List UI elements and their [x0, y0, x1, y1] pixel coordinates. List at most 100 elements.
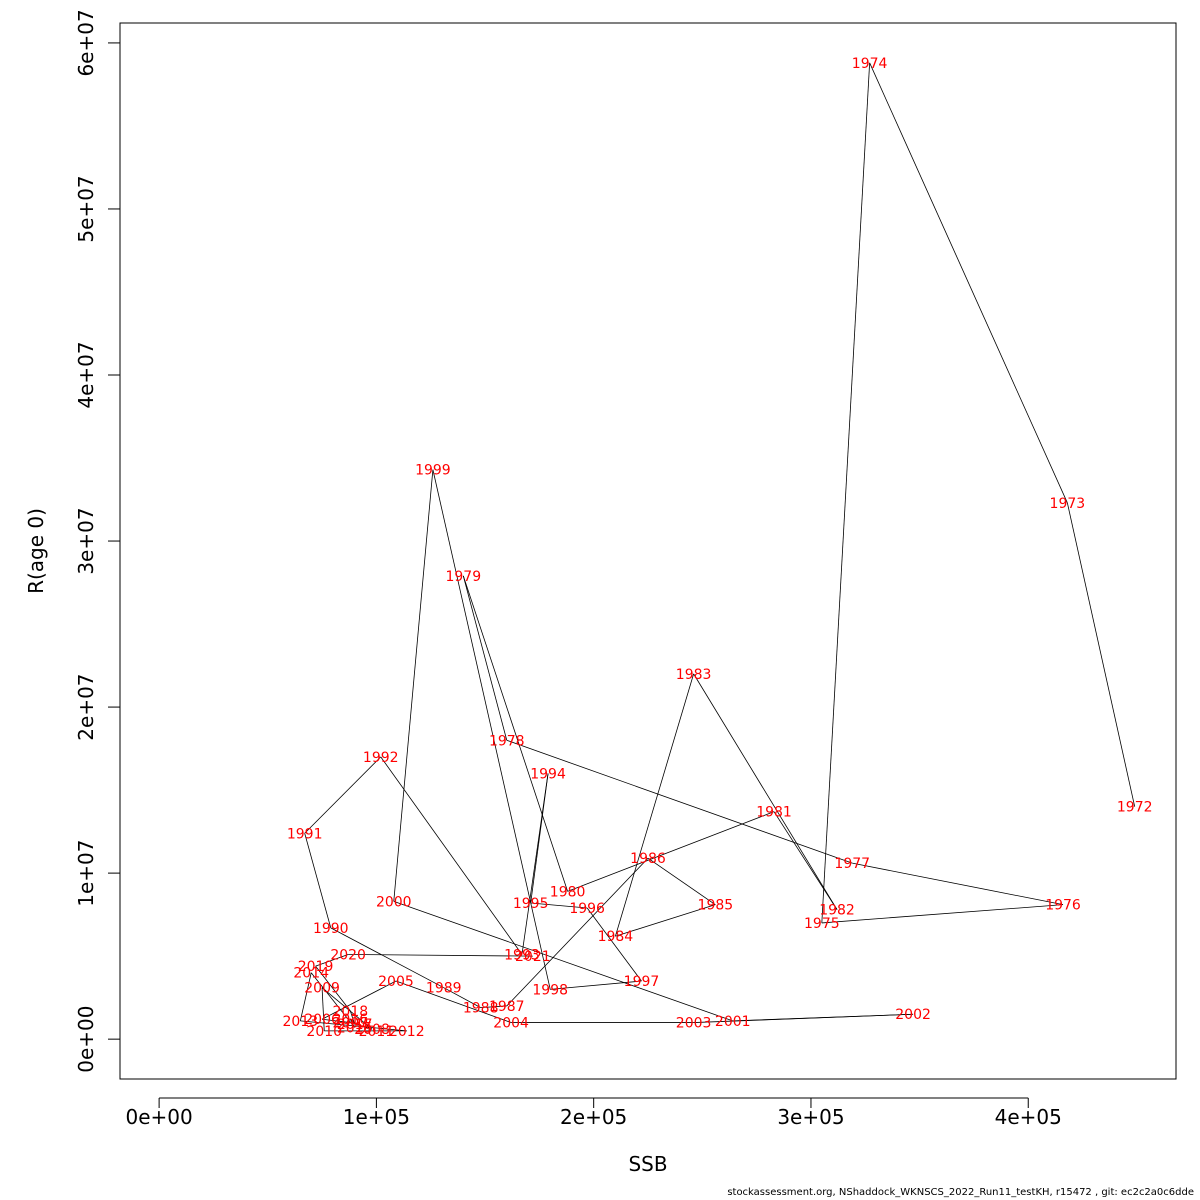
year-label: 2014 [293, 966, 329, 982]
year-label: 1994 [530, 766, 566, 782]
year-label: 1982 [819, 903, 855, 919]
y-tick-label: 1e+07 [74, 839, 98, 906]
year-label: 1979 [445, 569, 481, 585]
year-label: 1988 [463, 1001, 499, 1017]
year-label: 2017 [337, 1017, 373, 1033]
trajectory-segment [821, 62, 871, 923]
year-label: 1981 [756, 805, 792, 821]
year-label: 1972 [1117, 800, 1153, 816]
year-label: 1975 [804, 916, 840, 932]
trajectory-segment [349, 1010, 356, 1025]
x-tick-label: 2e+05 [560, 1105, 627, 1129]
year-label: 2009 [304, 981, 340, 997]
y-axis: 0e+00 1e+07 2e+07 3e+07 4e+07 5e+07 6e+07 [74, 9, 121, 1073]
trajectory-segment [615, 904, 716, 937]
year-label: 2012 [389, 1024, 425, 1040]
year-label: 1997 [624, 974, 660, 990]
year-label: 2018 [333, 1004, 369, 1020]
trajectory-segment [321, 987, 373, 1030]
year-label: 1995 [513, 896, 549, 912]
year-label: 2008 [354, 1022, 390, 1038]
year-labels: 1972 1973 1974 1975 1976 1977 1978 1979 1980 1981… [283, 56, 1153, 1040]
y-tick-label: 4e+07 [74, 341, 98, 408]
trajectory-segment [852, 862, 1064, 906]
y-tick-label: 0e+00 [74, 1006, 98, 1073]
year-label: 1985 [698, 898, 734, 914]
trajectory-segment [530, 902, 588, 909]
trajectory-segment [395, 980, 512, 1023]
y-tick-label: 3e+07 [74, 507, 98, 574]
year-label: 1977 [834, 856, 870, 872]
year-label: 1976 [1045, 898, 1081, 914]
x-tick-label: 4e+05 [995, 1105, 1062, 1129]
trajectory-segment [693, 1013, 914, 1023]
x-axis: 0e+00 1e+05 2e+05 3e+05 4e+05 [125, 1097, 1062, 1129]
year-label: 2006 [304, 1012, 340, 1028]
trajectory-segment [462, 575, 508, 741]
trajectory-segment [586, 907, 642, 982]
trajectory-segment [321, 987, 325, 1031]
trajectory-segment [693, 673, 838, 910]
x-tick-label: 1e+05 [343, 1105, 410, 1129]
trajectory-segment [321, 980, 397, 1020]
trajectory-segment [1066, 502, 1136, 807]
trajectory-segment [480, 1005, 507, 1009]
year-label: 1991 [287, 826, 323, 842]
trajectory-segment [462, 575, 568, 892]
trajectory-segment [322, 1018, 351, 1023]
trajectory-segment [506, 739, 853, 864]
year-label: 1992 [363, 750, 399, 766]
year-label: 2001 [715, 1014, 751, 1030]
year-label: 2005 [378, 974, 414, 990]
trajectory-segment [432, 469, 551, 990]
year-label: 2016 [333, 1012, 369, 1028]
trajectory-segment [380, 756, 523, 955]
year-label: 1999 [415, 463, 451, 479]
year-label: 2015 [337, 1021, 373, 1037]
y-tick-label: 6e+07 [74, 9, 98, 76]
trajectory-segment [647, 857, 716, 905]
trajectory-segment [330, 927, 444, 989]
year-label: 1986 [630, 851, 666, 867]
year-label: 2020 [330, 947, 366, 963]
year-label: 1973 [1050, 496, 1086, 512]
year-label: 1990 [313, 921, 349, 937]
trajectory-segment [299, 972, 312, 1021]
trajectory-lines [299, 62, 1136, 1032]
trajectory-segment [393, 469, 434, 902]
year-label: 1980 [550, 884, 586, 900]
trajectory-segment [869, 62, 1068, 504]
year-label: 2007 [333, 1016, 369, 1032]
trajectory-segment [315, 965, 351, 1012]
y-tick-label: 5e+07 [74, 175, 98, 242]
x-axis-title: SSB [628, 1152, 667, 1176]
trajectory-segment [350, 1018, 355, 1025]
trajectory-segment [615, 673, 695, 937]
year-label: 1987 [489, 999, 525, 1015]
year-label: 2000 [376, 894, 412, 910]
year-label: 2002 [895, 1007, 931, 1023]
year-label: 2003 [676, 1016, 712, 1032]
year-label: 1996 [569, 901, 605, 917]
year-label: 1983 [676, 667, 712, 683]
year-label: 2011 [359, 1024, 395, 1040]
trajectory-segment [530, 773, 549, 904]
y-axis-title: R(age 0) [24, 508, 48, 594]
x-tick-label: 3e+05 [777, 1105, 844, 1129]
trajectory-segment [348, 954, 533, 957]
year-label: 2004 [493, 1016, 529, 1032]
trajectory-segment [315, 954, 349, 967]
trajectory-segment [443, 987, 481, 1008]
year-label: 1974 [852, 56, 888, 72]
year-label: 1993 [504, 947, 540, 963]
footer-credit: stockassessment.org, NShaddock_WKNSCS_20… [727, 1187, 1194, 1198]
trajectory-segment [821, 904, 1064, 924]
trajectory-segment [304, 756, 382, 834]
trajectory-segment [550, 980, 642, 990]
x-tick-label: 0e+00 [125, 1105, 192, 1129]
year-label: 1978 [489, 733, 525, 749]
trajectory-segment [393, 900, 733, 1022]
year-label: 2021 [515, 949, 551, 965]
year-label: 2019 [298, 959, 334, 975]
